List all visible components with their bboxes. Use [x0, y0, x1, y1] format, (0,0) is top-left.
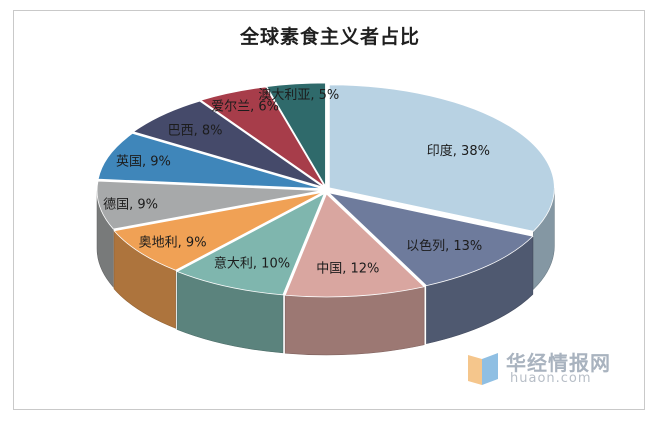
slice-label-德国: 德国, 9% — [103, 197, 158, 212]
slice-label-印度: 印度, 38% — [427, 143, 490, 159]
slice-label-巴西: 巴西, 8% — [168, 123, 223, 138]
watermark-name: 华经情报网 — [506, 351, 611, 375]
watermark-url: huaon.com — [510, 371, 592, 386]
slice-tops — [96, 82, 555, 298]
slice-sides — [96, 187, 555, 356]
watermark: 华经情报网 huaon.com — [466, 345, 646, 391]
slice-label-以色列: 以色列, 13% — [406, 238, 482, 254]
slice-意大利 — [176, 192, 326, 296]
watermark-logo-icon — [468, 353, 498, 385]
slice-爱尔兰 — [199, 86, 325, 187]
slice-巴西 — [132, 100, 324, 188]
slice-印度 — [328, 84, 555, 232]
slice-label-爱尔兰: 爱尔兰, 6% — [211, 100, 279, 115]
slice-奥地利 — [113, 191, 323, 271]
slice-label-英国: 英国, 9% — [116, 155, 171, 170]
slice-label-意大利: 意大利, 10% — [214, 255, 290, 271]
slice-labels: 印度, 38% 以色列, 13% 中国, 12% 意大利, 10% 奥地利, 9% 德国,… — [103, 87, 490, 276]
slice-以色列 — [327, 192, 534, 287]
slice-澳大利亚 — [266, 82, 326, 188]
slice-label-中国: 中国, 12% — [316, 261, 379, 276]
slice-德国 — [96, 180, 323, 230]
slice-side-中国 — [284, 286, 425, 356]
slice-label-奥地利: 奥地利, 9% — [139, 235, 207, 250]
chart-title: 全球素食主义者占比 — [239, 26, 420, 48]
slice-label-澳大利亚: 澳大利亚, 5% — [258, 87, 339, 103]
slice-英国 — [97, 132, 323, 190]
slice-中国 — [284, 193, 425, 298]
